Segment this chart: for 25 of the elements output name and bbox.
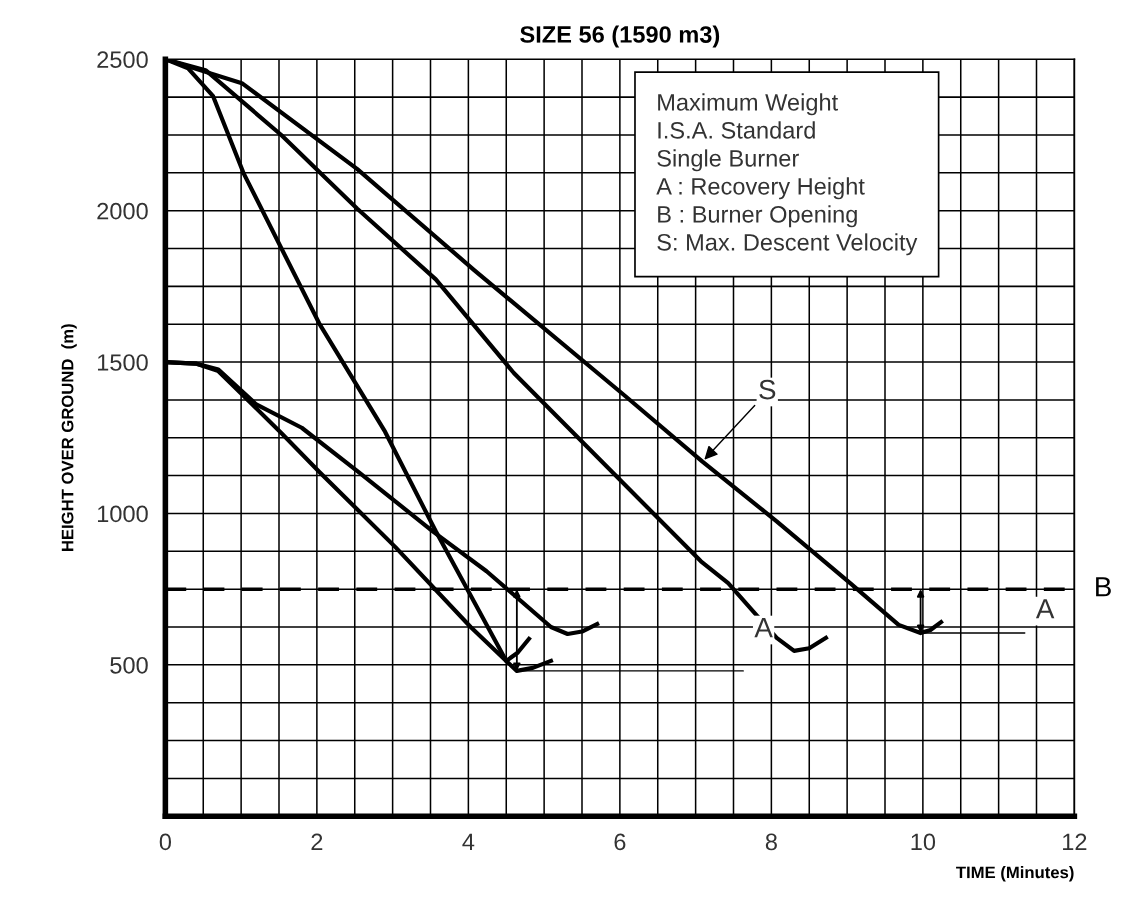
- annotation: A : Recovery Height: [656, 177, 865, 200]
- x-tick-label: 0: [159, 833, 172, 851]
- y-tick-label: 2000: [97, 202, 148, 220]
- annotation: B : Burner Opening: [658, 205, 857, 228]
- annotation: Single Burner: [657, 149, 799, 172]
- x-tick-label: 2: [311, 833, 323, 851]
- y-axis-title: HEIGHT OVER GROUND (m): [61, 324, 77, 551]
- x-axis-title: TIME (Minutes): [956, 866, 1074, 882]
- y-tick-label: 1500: [97, 354, 148, 371]
- x-tick-label: 6: [614, 833, 626, 851]
- y-tick-label: 500: [110, 656, 148, 674]
- annotation: A: [1035, 599, 1055, 619]
- annotation: S: Max. Descent Velocity: [657, 233, 918, 256]
- annotation: Maximum Weight: [658, 93, 839, 116]
- y-tick-label: 1000: [97, 505, 148, 523]
- annotation: I.S.A. Standard: [658, 121, 815, 139]
- x-tick-label: 8: [765, 833, 777, 851]
- chart-title: SIZE 56 (1590 m3): [520, 25, 720, 48]
- ref-line-label: B: [1096, 577, 1111, 597]
- annotation: A: [754, 618, 773, 638]
- annotation: S: [759, 379, 776, 400]
- x-tick-label: 12: [1063, 833, 1087, 851]
- x-tick-label: 10: [911, 833, 936, 851]
- x-tick-label: 4: [462, 833, 475, 851]
- y-tick-label: 2500: [97, 51, 148, 69]
